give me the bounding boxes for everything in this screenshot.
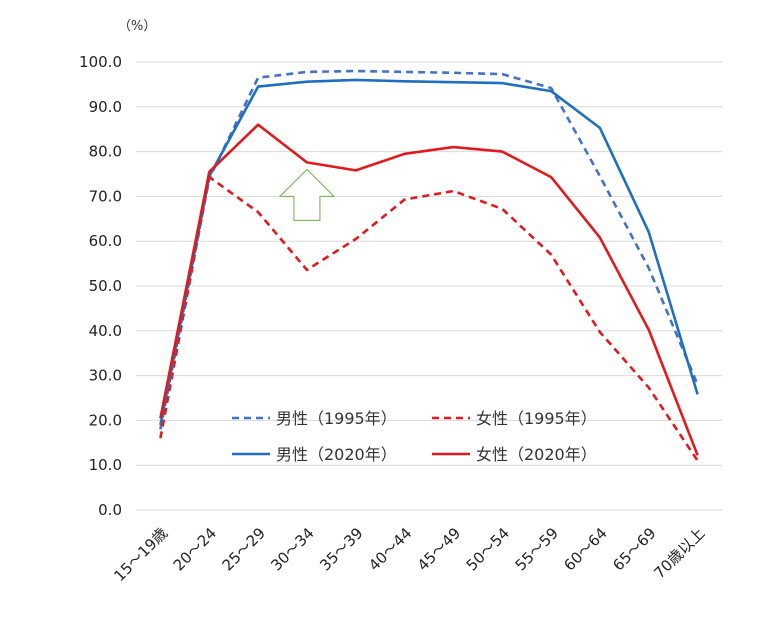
x-tick-label: 60～64 (560, 524, 610, 574)
x-tick-label: 30～34 (267, 524, 317, 574)
series-lines (159, 69, 699, 462)
y-axis-ticks: 100.0 90.0 80.0 70.0 60.0 50.0 40.0 30.0 20.0 10.… (79, 53, 122, 519)
x-tick-label: 20～24 (170, 524, 220, 574)
legend-label: 女性（2020年） (476, 445, 597, 464)
y-tick-label: 0.0 (98, 501, 122, 519)
legend-label: 女性（1995年） (476, 409, 597, 428)
y-tick-label: 100.0 (79, 53, 122, 71)
series-line-3 (159, 123, 699, 456)
up-arrow-icon (278, 168, 336, 221)
x-tick-label: 15～19歳 (110, 524, 171, 585)
annotation (278, 168, 336, 221)
y-tick-label: 60.0 (89, 232, 122, 250)
y-tick-label: 30.0 (89, 367, 122, 385)
x-tick-label: 70歳以上 (650, 524, 708, 582)
legend: 男性（1995年） 女性（1995年） 男性（2020年） 女性（2020年） (232, 409, 597, 464)
x-tick-label: 55～59 (512, 524, 562, 574)
legend-label: 男性（1995年） (276, 409, 397, 428)
series-line-2 (159, 78, 699, 426)
legend-label: 男性（2020年） (276, 445, 397, 464)
x-tick-label: 50～54 (463, 524, 513, 574)
y-tick-label: 20.0 (89, 411, 122, 429)
y-tick-label: 50.0 (89, 277, 122, 295)
x-tick-label: 35～39 (316, 524, 366, 574)
y-tick-label: 40.0 (89, 322, 122, 340)
x-tick-label: 40～44 (365, 524, 415, 574)
series-line-0 (159, 69, 699, 430)
y-tick-label: 90.0 (89, 98, 122, 116)
y-tick-label: 70.0 (89, 187, 122, 205)
y-tick-label: 10.0 (89, 456, 122, 474)
series-line-1 (159, 175, 699, 462)
y-unit-label: （%） (118, 19, 156, 34)
x-axis-ticks: 15～19歳20～2425～2930～3435～3940～4445～4950～5… (110, 524, 708, 585)
x-tick-label: 45～49 (414, 524, 464, 574)
x-tick-label: 25～29 (219, 524, 269, 574)
y-tick-label: 80.0 (89, 143, 122, 161)
gridlines (136, 61, 722, 511)
